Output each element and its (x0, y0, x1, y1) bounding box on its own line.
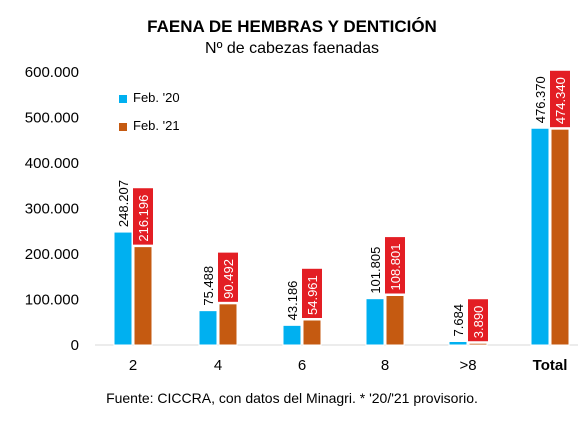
data-label: 248.207 (116, 180, 131, 227)
data-label: 3.890 (471, 306, 486, 339)
legend-swatch-feb-20 (119, 94, 127, 103)
data-label-box (550, 70, 570, 128)
data-label: 216.196 (136, 195, 151, 242)
data-label: 474.340 (553, 77, 568, 124)
bar-feb-20 (282, 324, 302, 346)
bar-feb-21 (302, 319, 322, 346)
y-tick-label: 300.000 (25, 201, 79, 218)
data-label-box (302, 268, 322, 318)
data-label: 476.370 (533, 76, 548, 123)
data-label: 7.684 (451, 304, 466, 337)
y-tick-label: 600.000 (25, 64, 79, 81)
bar-feb-21 (468, 342, 488, 346)
x-tick-label: >8 (459, 357, 476, 374)
y-tick-label: 200.000 (25, 246, 79, 263)
x-tick-label: 4 (214, 357, 222, 374)
data-label: 108.801 (388, 243, 403, 290)
bar-feb-20 (365, 298, 385, 346)
legend-label-feb-20: Feb. '20 (133, 90, 180, 105)
x-tick-label: 8 (381, 357, 389, 374)
legend-item-feb-20: Feb. '20 (119, 90, 180, 105)
chart-title: FAENA DE HEMBRAS Y DENTICIÓN (147, 17, 437, 36)
y-tick-label: 100.000 (25, 292, 79, 309)
source-note: Fuente: CICCRA, con datos del Minagri. *… (106, 390, 478, 406)
legend-item-feb-21: Feb. '21 (119, 118, 180, 133)
legend-swatch-feb-21 (119, 122, 127, 131)
bar-feb-21 (385, 294, 405, 346)
bar-feb-21 (218, 303, 238, 346)
chart-subtitle: Nº de cabezas faenadas (205, 40, 379, 57)
x-tick-label: 6 (298, 357, 306, 374)
x-tick-label: Total (533, 357, 568, 374)
data-label: 54.961 (305, 275, 320, 315)
bar-feb-20 (530, 127, 550, 346)
data-label: 75.488 (201, 266, 216, 306)
legend-label-feb-21: Feb. '21 (133, 118, 180, 133)
bar-feb-20 (448, 341, 468, 346)
y-tick-label: 500.000 (25, 110, 79, 127)
data-label-box (468, 299, 488, 342)
data-label: 90.492 (221, 259, 236, 299)
y-tick-label: 400.000 (25, 155, 79, 172)
data-label-box (133, 188, 153, 245)
data-label: 43.186 (285, 281, 300, 321)
data-label-box (385, 237, 405, 294)
bar-feb-21 (133, 246, 153, 346)
bar-feb-20 (113, 231, 133, 346)
bar-feb-21 (550, 128, 570, 346)
bar-feb-20 (198, 310, 218, 346)
x-tick-label: 2 (129, 357, 137, 374)
data-label-box (218, 252, 238, 302)
data-label: 101.805 (368, 247, 383, 294)
y-tick-label: 0 (71, 337, 79, 354)
